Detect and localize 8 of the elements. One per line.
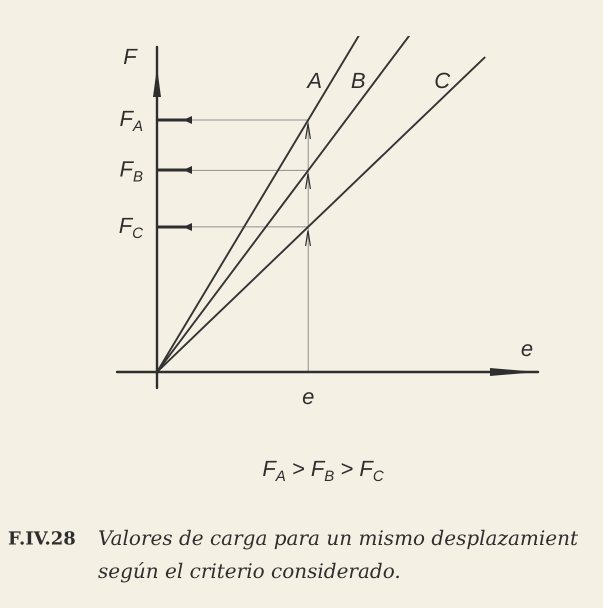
text: F.IV.28 [8, 528, 76, 550]
series-label: A [305, 68, 322, 94]
series-label: B [350, 68, 366, 94]
x-axis-title: e [520, 336, 534, 362]
y-axis-title: F [123, 44, 138, 70]
series-label: C [434, 68, 450, 94]
text: e [302, 384, 314, 410]
text: Valores de carga para un mismo desplazamient según el criterio considerado. [98, 526, 579, 584]
